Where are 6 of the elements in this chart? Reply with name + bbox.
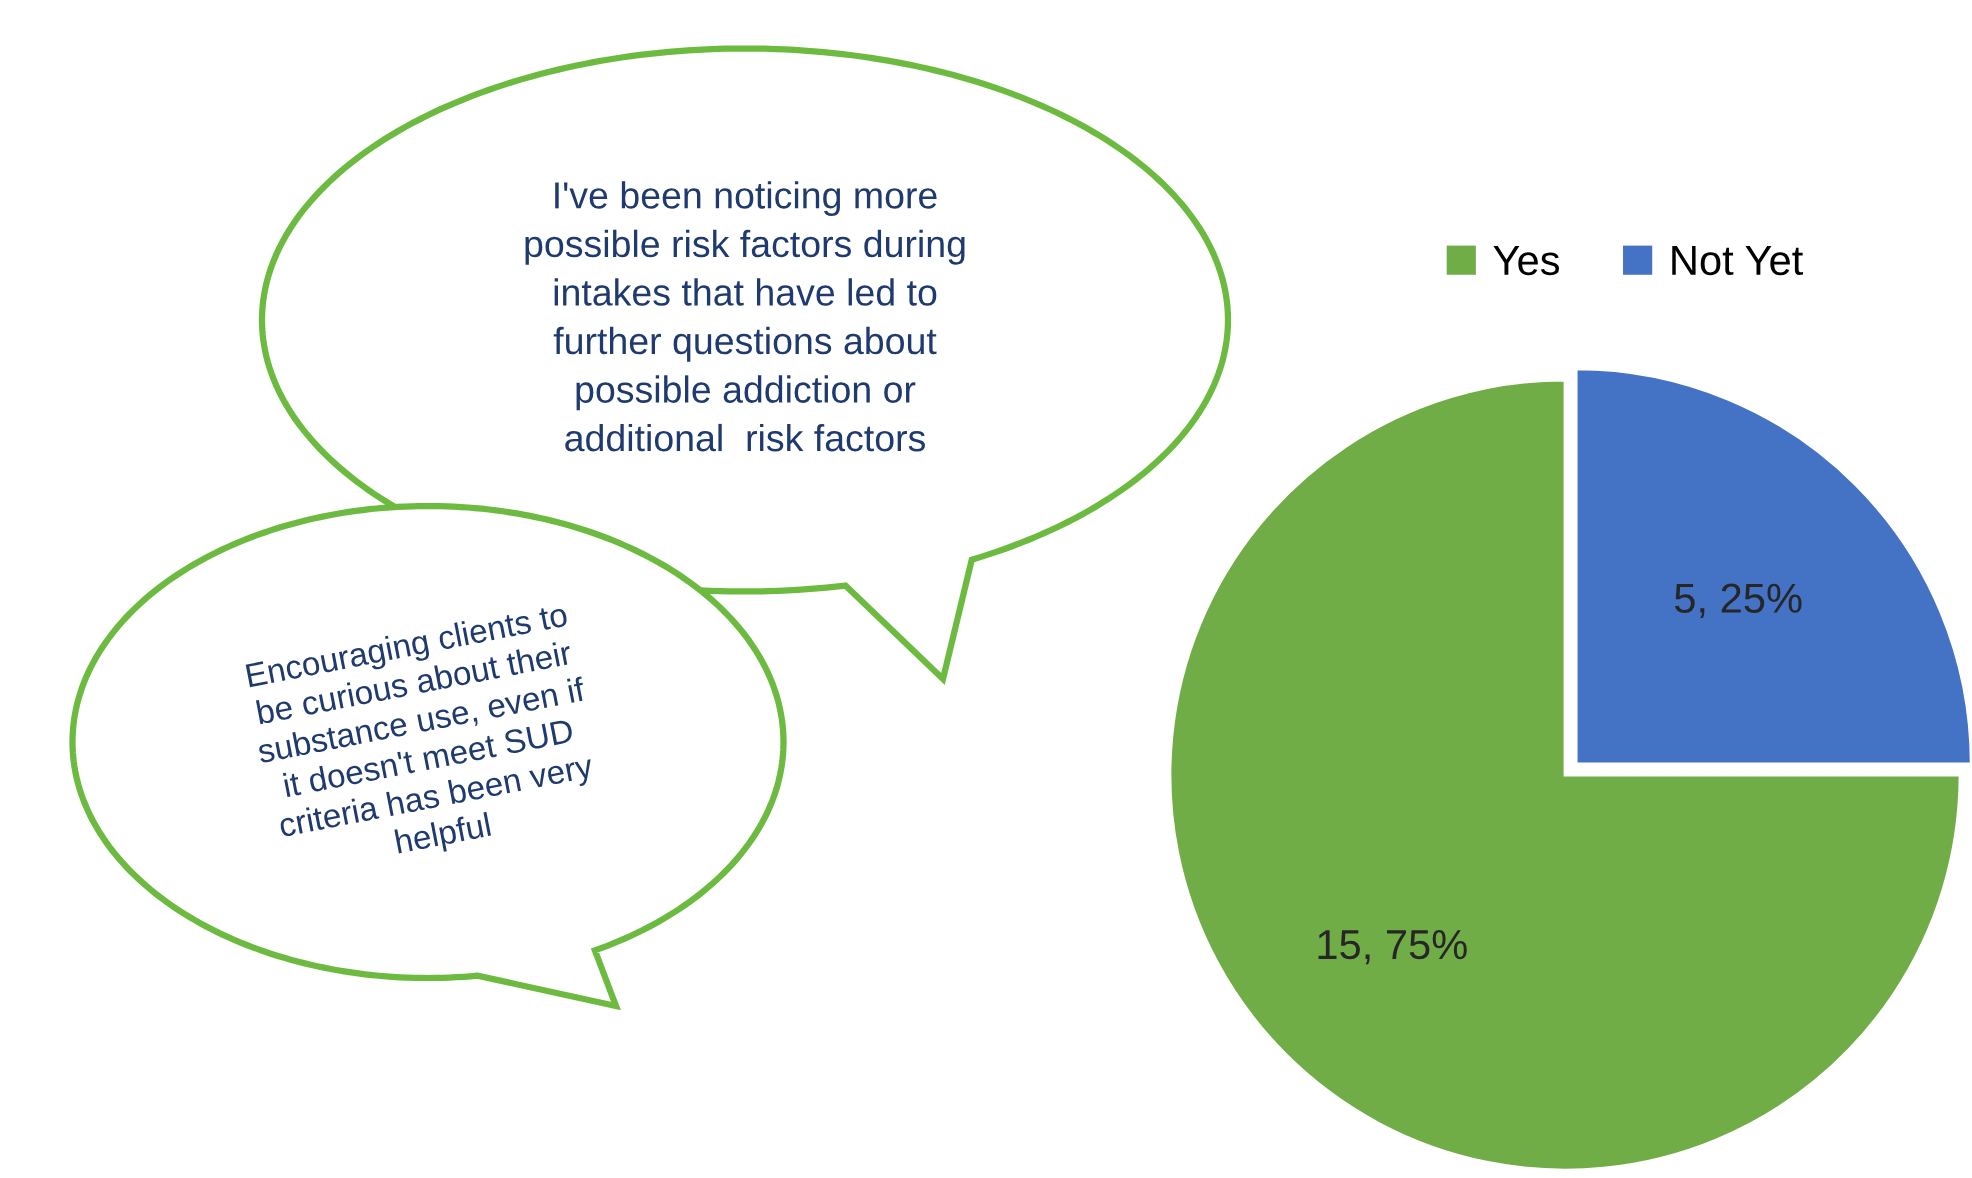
text: I've been noticing more possible risk factors during intakes that have led to further questions about possible addiction or additional risk factors: [525, 181, 965, 452]
legend-label: Not Yet: [1672, 246, 1803, 276]
data-label: 5, 25%: [1674, 583, 1802, 618]
text: Encouraging clients to be curious about their substance use, even if it doesn't meet SUD criteria has been very helpful: [245, 601, 596, 861]
legend-label: Yes: [1493, 246, 1560, 276]
data-label: 15, 75%: [1318, 930, 1467, 965]
